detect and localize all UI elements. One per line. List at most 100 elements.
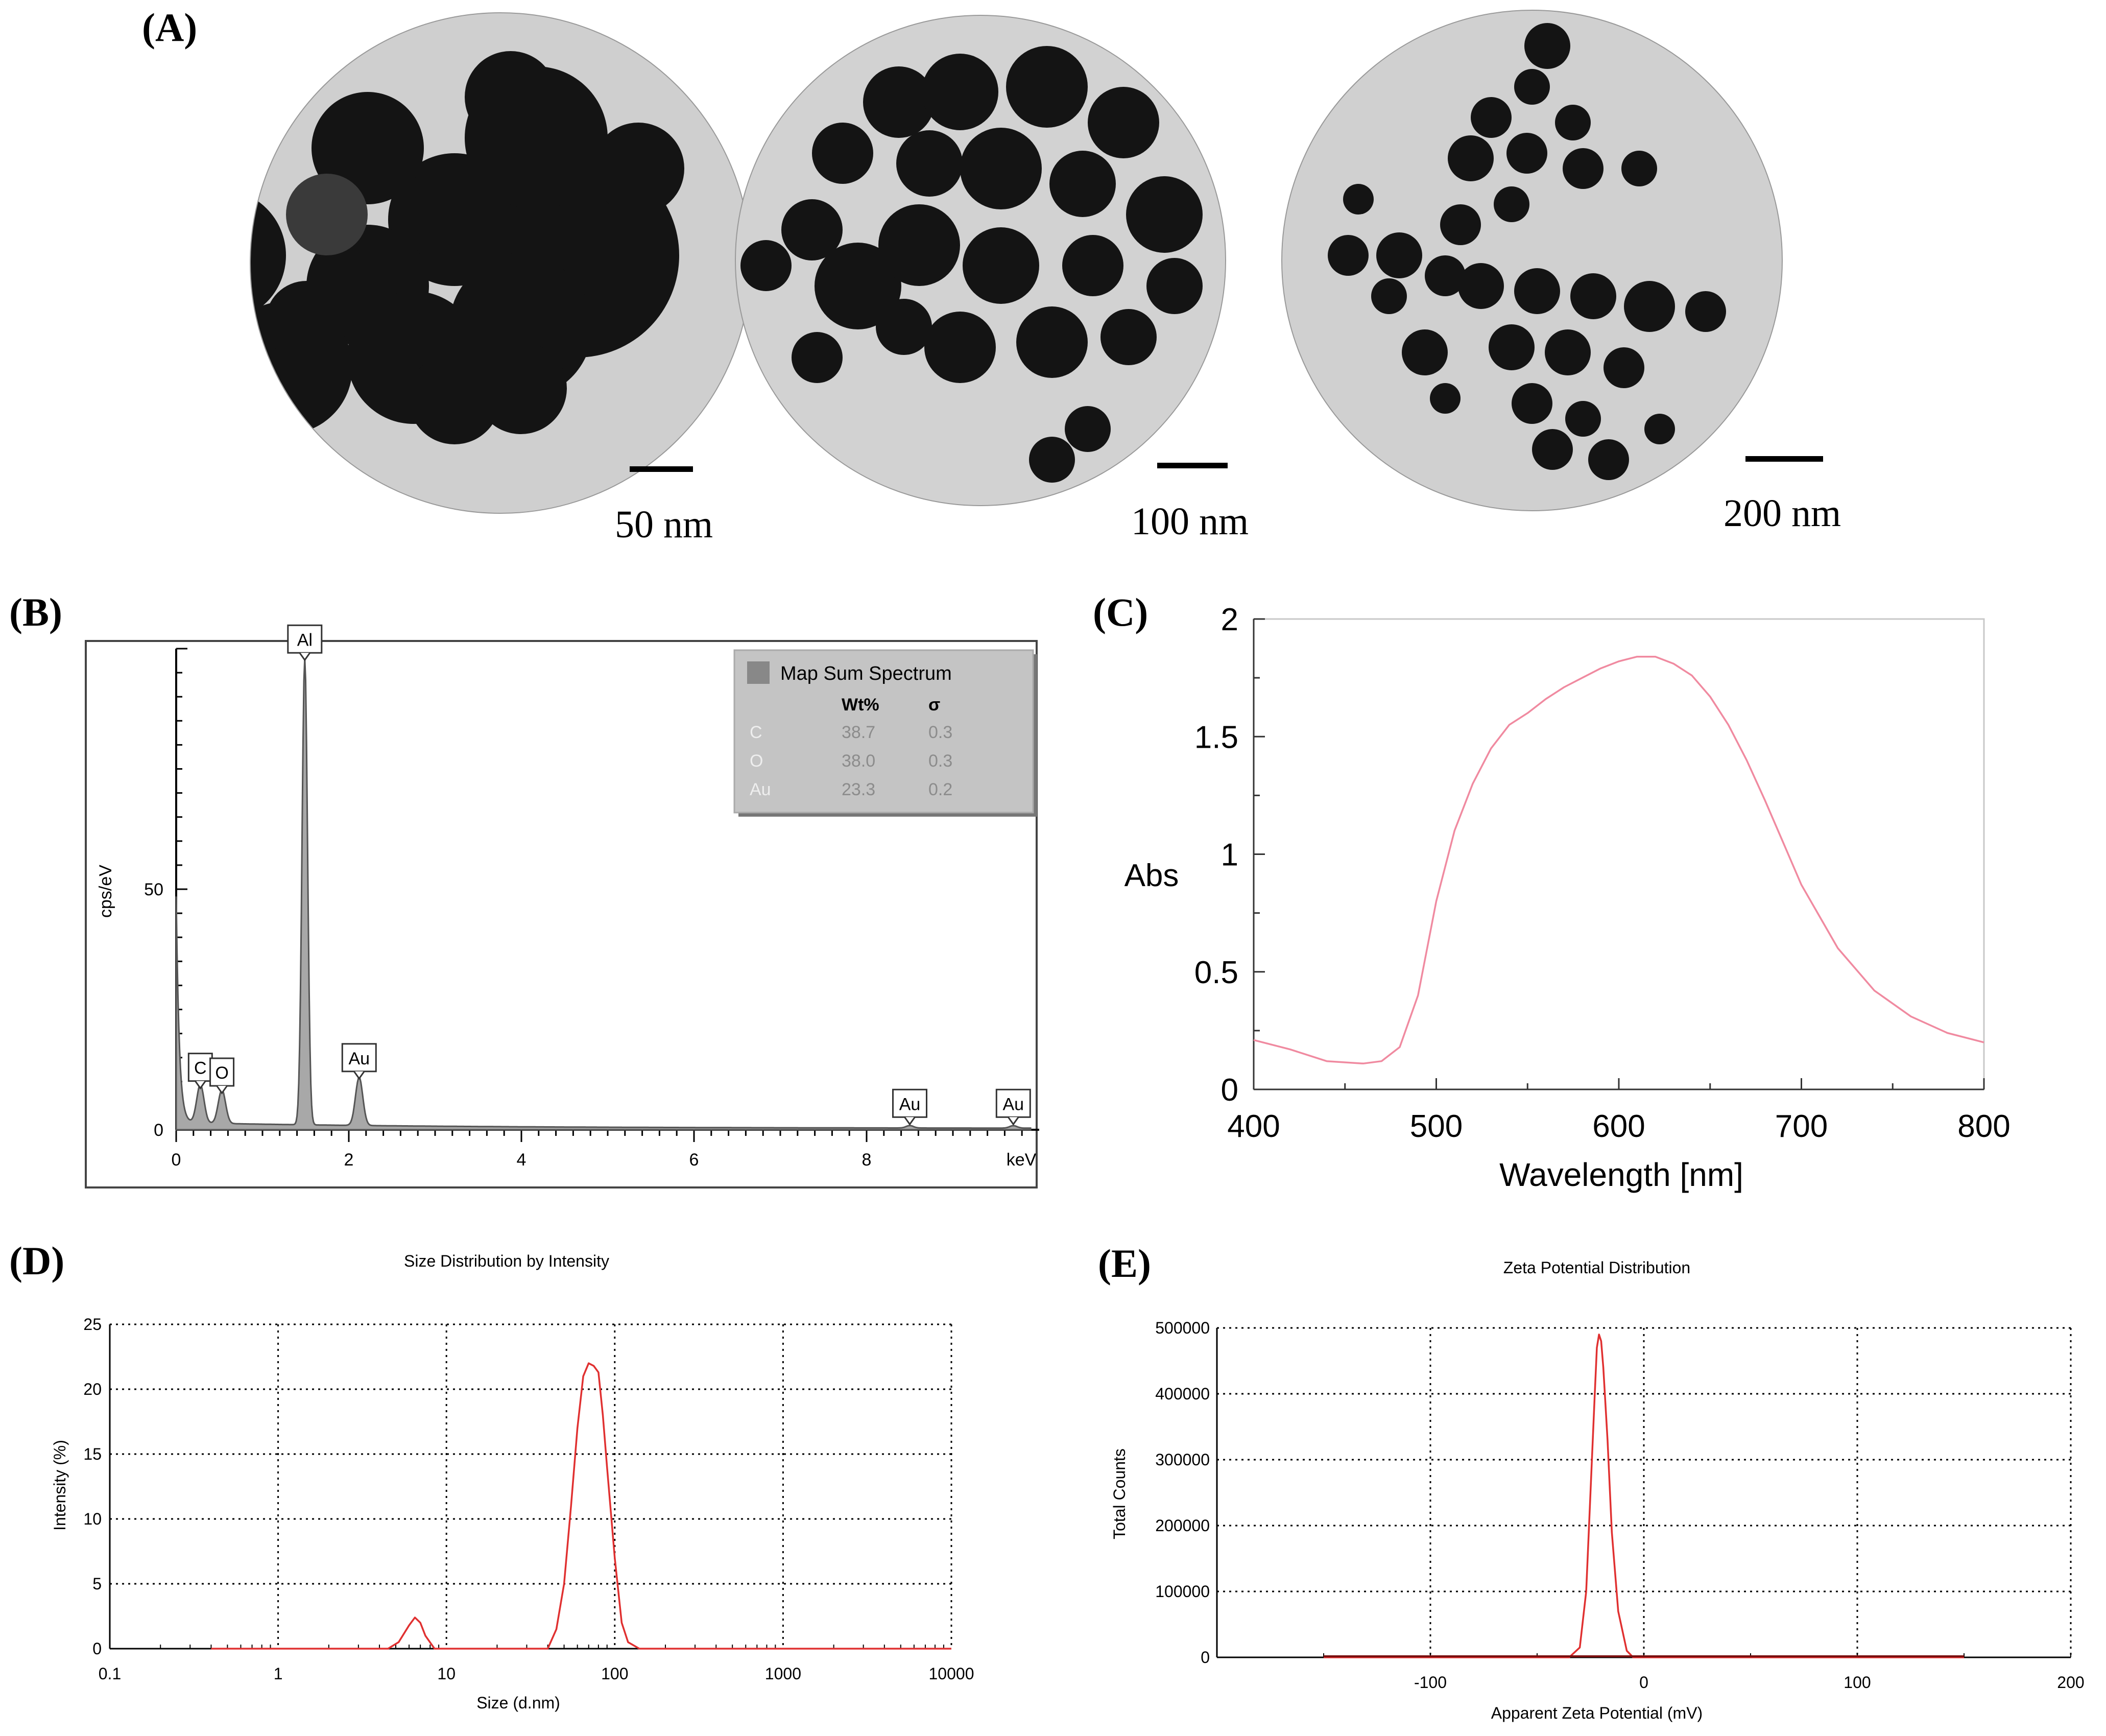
scale-bar-3 — [1745, 456, 1823, 462]
chart-b-frame — [85, 640, 1038, 1188]
chart-b-legend-element: Au — [750, 780, 771, 799]
chart-c-y-axis-label: Abs — [1124, 858, 1179, 893]
chart-e-x-tick-label: 100 — [1844, 1673, 1871, 1692]
chart-d-x-axis-label: Size (d.nm) — [476, 1694, 560, 1712]
scale-label-2: 100 nm — [1131, 500, 1249, 543]
chart-b-legend-title: Map Sum Spectrum — [780, 663, 952, 684]
chart-b-peak-pointer — [353, 1071, 365, 1080]
chart-e-y-tick-label: 100000 — [1155, 1582, 1210, 1601]
chart-b-legend-col-sigma: σ — [928, 695, 940, 715]
chart-c-x-tick-label: 400 — [1227, 1109, 1280, 1144]
chart-b-legend-element: O — [750, 751, 763, 771]
chart-c-x-tick-label: 700 — [1775, 1109, 1828, 1144]
chart-b-spectrum-area — [175, 658, 1032, 1131]
chart-e-x-axis-label: Apparent Zeta Potential (mV) — [1491, 1704, 1703, 1722]
scale-bar-2 — [1157, 463, 1228, 468]
scale-label-3: 200 nm — [1724, 492, 1841, 535]
chart-b-x-tick-label: 8 — [862, 1150, 872, 1170]
chart-d-x-tick-label: 10 — [437, 1664, 456, 1683]
chart-b-peak-label-box — [209, 1057, 235, 1087]
chart-b-x-tick-label: 4 — [517, 1150, 526, 1170]
chart-d-size-distribution: Size Distribution by Intensity 0 5 10 15 20 25… — [51, 1252, 974, 1712]
chart-b-peak-label: O — [215, 1063, 228, 1083]
tem-image-2 — [735, 15, 1226, 506]
chart-c-y-tick-label: 0 — [1221, 1073, 1238, 1108]
chart-b-peak-pointer — [299, 652, 311, 661]
chart-b-peak-pointer — [1008, 1116, 1019, 1126]
chart-c-y-tick-label: 2 — [1221, 602, 1238, 637]
chart-b-legend-col-wt: Wt% — [842, 695, 879, 715]
chart-b-legend-sigma: 0.2 — [928, 780, 952, 799]
chart-e-title: Zeta Potential Distribution — [1503, 1258, 1690, 1277]
chart-e-series-line — [1324, 1334, 1964, 1658]
chart-e-y-tick-label: 200000 — [1155, 1516, 1210, 1535]
chart-e-x-tick-label: 200 — [2057, 1673, 2084, 1692]
panel-label-a: (A) — [142, 5, 197, 50]
chart-c-x-tick-label: 800 — [1957, 1109, 2010, 1144]
panel-label-e: (E) — [1098, 1241, 1151, 1286]
chart-b-legend-swatch — [747, 661, 770, 684]
chart-c-uvvis: 0 0.5 1 1.5 2 400 500 600 700 800 Wavelength [nm] A… — [1124, 602, 2011, 1193]
chart-b-legend-sigma: 0.3 — [928, 723, 952, 742]
chart-d-y-tick-label: 0 — [92, 1639, 102, 1658]
tem-image-3 — [1281, 10, 1783, 511]
chart-d-x-tick-label: 1000 — [765, 1664, 801, 1683]
chart-c-x-axis-label: Wavelength [nm] — [1499, 1156, 1743, 1193]
chart-e-y-tick-label: 400000 — [1155, 1385, 1210, 1403]
chart-c-y-tick-label: 1.5 — [1194, 720, 1238, 755]
chart-b-x-tick-label: 0 — [172, 1150, 181, 1170]
chart-b-y-tick-label: 0 — [154, 1121, 163, 1140]
chart-d-y-tick-label: 20 — [83, 1380, 102, 1398]
chart-e-zeta: Zeta Potential Distribution 0 100000 200000… — [1110, 1258, 2085, 1722]
chart-d-title: Size Distribution by Intensity — [404, 1252, 609, 1270]
chart-b-peak-label: Au — [899, 1095, 921, 1114]
chart-c-x-tick-label: 600 — [1592, 1109, 1645, 1144]
chart-c-x-tick-label: 500 — [1410, 1109, 1463, 1144]
chart-b-legend-element: C — [750, 723, 762, 742]
chart-e-x-tick-label: -100 — [1414, 1673, 1447, 1692]
chart-d-x-tick-label: 10000 — [929, 1664, 974, 1683]
chart-b-legend-box — [733, 649, 1034, 814]
chart-b-y-axis-label: cps/eV — [96, 865, 115, 918]
chart-d-y-tick-label: 5 — [92, 1575, 102, 1593]
chart-d-x-tick-label: 1 — [274, 1664, 283, 1683]
chart-b-peak-label: Au — [1003, 1095, 1024, 1114]
chart-d-x-tick-label: 0.1 — [99, 1664, 121, 1683]
chart-e-y-tick-label: 0 — [1201, 1648, 1210, 1667]
panel-label-c: (C) — [1093, 590, 1148, 634]
chart-c-y-tick-label: 0.5 — [1194, 955, 1238, 990]
chart-d-y-tick-label: 15 — [83, 1445, 102, 1463]
chart-b-legend-wt: 38.0 — [842, 751, 875, 771]
chart-b-peak-pointer — [904, 1116, 916, 1126]
chart-b-peak-label-box — [995, 1088, 1031, 1118]
chart-d-y-axis-label: Intensity (%) — [51, 1440, 69, 1531]
chart-d-y-tick-label: 25 — [83, 1315, 102, 1334]
chart-e-y-tick-label: 500000 — [1155, 1319, 1210, 1337]
chart-d-x-tick-label: 100 — [601, 1664, 628, 1683]
chart-b-x-tick-label: 6 — [689, 1150, 699, 1170]
panel-label-b: (B) — [9, 590, 62, 634]
chart-b-peak-label: C — [194, 1059, 207, 1078]
panel-label-d: (D) — [9, 1239, 64, 1283]
chart-b-peak-label: Al — [297, 630, 313, 650]
chart-b-peak-pointer — [195, 1080, 206, 1090]
chart-b-legend-wt: 23.3 — [842, 780, 875, 799]
scale-bar-1 — [630, 466, 693, 472]
scale-label-1: 50 nm — [615, 503, 713, 546]
chart-b-peak-label: Au — [348, 1049, 370, 1068]
chart-e-x-tick-label: 0 — [1639, 1673, 1648, 1692]
chart-b-y-tick-label: 50 — [144, 880, 163, 899]
chart-d-y-tick-label: 10 — [83, 1510, 102, 1528]
chart-b-peak-label-box — [341, 1043, 377, 1073]
tem-image-1 — [250, 12, 751, 514]
chart-b-legend-wt: 38.7 — [842, 723, 875, 742]
chart-b-x-tick-label: 2 — [344, 1150, 354, 1170]
chart-c-series-line — [1253, 655, 1984, 1065]
chart-e-y-tick-label: 300000 — [1155, 1450, 1210, 1469]
chart-b-legend-sigma: 0.3 — [928, 751, 952, 771]
chart-c-y-tick-label: 1 — [1221, 838, 1238, 873]
chart-b-peak-pointer — [216, 1085, 228, 1095]
chart-d-series-line — [211, 1362, 951, 1650]
